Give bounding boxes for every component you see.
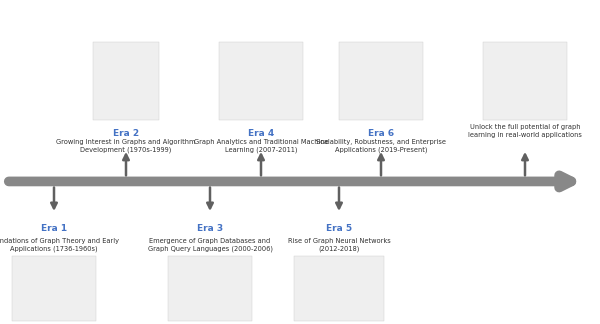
Text: Unlock the full potential of graph
learning in real-world applications: Unlock the full potential of graph learn… — [468, 124, 582, 138]
FancyBboxPatch shape — [339, 42, 423, 120]
FancyBboxPatch shape — [294, 256, 384, 321]
Text: Foundations of Graph Theory and Early
Applications (1736-1960s): Foundations of Graph Theory and Early Ap… — [0, 238, 119, 252]
FancyBboxPatch shape — [12, 256, 96, 321]
Text: Growing Interest in Graphs and Algorithm
Development (1970s-1999): Growing Interest in Graphs and Algorithm… — [56, 139, 196, 153]
Text: Graph Analytics and Traditional Machine
Learning (2007-2011): Graph Analytics and Traditional Machine … — [194, 139, 328, 153]
Text: Era 5: Era 5 — [326, 224, 352, 233]
Text: Era 2: Era 2 — [113, 129, 139, 138]
Text: Era 6: Era 6 — [368, 129, 394, 138]
Text: Era 4: Era 4 — [248, 129, 274, 138]
FancyBboxPatch shape — [168, 256, 252, 321]
Text: Era 1: Era 1 — [41, 224, 67, 233]
FancyBboxPatch shape — [93, 42, 159, 120]
FancyBboxPatch shape — [219, 42, 303, 120]
Text: Rise of Graph Neural Networks
(2012-2018): Rise of Graph Neural Networks (2012-2018… — [287, 238, 391, 252]
Text: Emergence of Graph Databases and
Graph Query Languages (2000-2006): Emergence of Graph Databases and Graph Q… — [148, 238, 272, 252]
Text: Scalability, Robustness, and Enterprise
Applications (2019-Present): Scalability, Robustness, and Enterprise … — [316, 139, 446, 153]
FancyBboxPatch shape — [483, 42, 567, 120]
Text: Era 3: Era 3 — [197, 224, 223, 233]
